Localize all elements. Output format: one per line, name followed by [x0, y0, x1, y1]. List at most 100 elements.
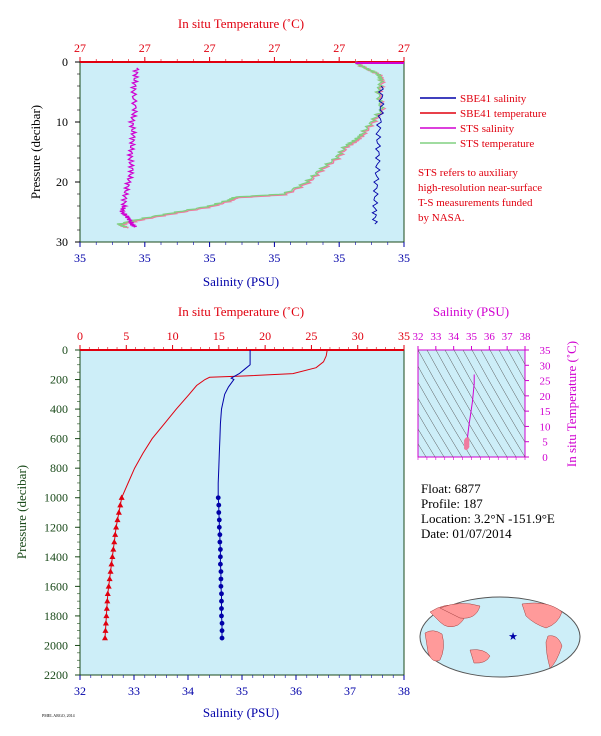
legend-sts-temperature: STS temperature [460, 138, 534, 150]
main-temp-tick-label: 25 [305, 329, 317, 343]
main-salinity-marker [217, 539, 223, 545]
main-salinity-marker [218, 583, 224, 589]
ts-sal-axis-title: Salinity (PSU) [433, 304, 509, 319]
main-temperature-marker [118, 494, 125, 500]
main-salinity-marker [219, 628, 225, 634]
main-temp-tick-label: 15 [213, 329, 225, 343]
top-sal-tick-label: 35 [139, 251, 151, 265]
main-temperature-marker [115, 509, 122, 515]
top-temp-tick-label: 27 [74, 41, 86, 55]
main-temperature-marker [102, 620, 109, 626]
main-temperature-marker [103, 612, 110, 619]
main-panel: In situ Temperature (˚C) 0 5 10 15 20 25 30 35 … [14, 304, 410, 720]
main-salinity-marker [218, 569, 224, 574]
main-sal-tick-label: 33 [128, 684, 140, 698]
sts-note-line-2: high-resolution near-surface [418, 182, 542, 194]
top-sal-axis-title: Salinity (PSU) [203, 274, 279, 289]
main-salinity-line [217, 350, 251, 639]
main-salinity-marker [216, 524, 222, 530]
map-land-australia [469, 649, 491, 664]
main-pressure-tick-label: 2000 [44, 638, 68, 652]
top-pressure-tick-label: 30 [56, 235, 68, 249]
main-pressure-axis-title: Pressure (decibar) [14, 465, 29, 559]
main-temperature-marker [108, 561, 115, 567]
main-pressure-tick-label: 2200 [44, 668, 68, 682]
top-pressure-axis-title: Pressure (decibar) [28, 105, 43, 199]
main-temp-tick-label: 0 [77, 329, 83, 343]
main-salinity-marker [216, 510, 222, 515]
top-temp-tick-label: 27 [268, 41, 280, 55]
main-temperature-marker [117, 501, 124, 508]
ts-density-contour [462, 350, 525, 457]
ts-sal-tick-labels: 32 33 34 35 36 37 38 [413, 331, 532, 460]
footer-note: PMEL ARGO, 2014 [42, 713, 75, 719]
sts-note-line-1: STS refers to auxiliary [418, 167, 518, 179]
ts-sal-tick-label: 32 [413, 331, 424, 343]
ts-density-contour [453, 350, 517, 457]
main-temperature-marker [113, 524, 120, 530]
float-profile: Profile: 187 [421, 496, 483, 511]
main-pressure-tick-label: 600 [50, 432, 68, 446]
top-pressure-tick-label: 10 [56, 115, 68, 129]
ts-sal-tick-label: 35 [466, 331, 478, 343]
ts-temp-tick-label: 15 [540, 406, 552, 418]
ts-sal-tick-label: 34 [448, 331, 460, 343]
main-salinity-marker [218, 547, 223, 552]
ts-inset: Salinity (PSU) 32 33 34 35 36 37 38 0 5 10 15 20 25… [413, 304, 580, 467]
top-sts-temperature-line [116, 61, 385, 228]
ts-temp-tick-label: 25 [540, 376, 552, 388]
ts-density-contour [507, 350, 525, 382]
ts-sal-tick-label: 36 [484, 331, 496, 343]
main-temperature-marker [114, 516, 121, 523]
top-sts-salinity-line [119, 67, 140, 228]
top-sal-tick-label: 35 [268, 251, 280, 265]
top-temp-axis-title: In situ Temperature (˚C) [178, 16, 304, 31]
ts-density-contours [418, 350, 525, 457]
main-sal-tick-label: 38 [398, 684, 410, 698]
main-sal-tick-label: 35 [236, 684, 248, 698]
ts-series-group [463, 374, 475, 451]
ts-density-contour [498, 350, 525, 397]
ts-density-contour [480, 350, 525, 428]
main-pressure-tick-label: 1600 [44, 579, 68, 593]
main-salinity-marker [216, 502, 222, 508]
main-salinity-marker [219, 613, 224, 619]
ts-sal-tick-label: 38 [520, 331, 532, 343]
top-pressure-tick-label: 0 [62, 55, 68, 69]
main-salinity-marker [219, 606, 224, 611]
main-temp-tick-label: 30 [352, 329, 364, 343]
main-salinity-marker [219, 598, 224, 604]
ts-density-contour [418, 428, 436, 457]
world-map: ★ [419, 596, 581, 678]
top-panel: In situ Temperature (˚C) 27 27 27 27 27 27 0 1… [28, 16, 547, 289]
float-location: Location: 3.2°N -151.9°E [421, 511, 555, 526]
ts-density-contour [418, 413, 445, 457]
main-salinity-marker [218, 561, 223, 567]
main-pressure-tick-label: 1200 [44, 520, 68, 534]
ts-density-contour [418, 365, 472, 457]
ts-density-contour [516, 350, 525, 366]
float-date: Date: 01/07/2014 [421, 526, 512, 541]
ts-temp-tick-label: 30 [540, 360, 552, 372]
top-pressure-tick-label: 20 [56, 175, 68, 189]
ts-temp-tick-label: 10 [540, 421, 552, 433]
main-salinity-marker [216, 517, 222, 523]
main-temp-tick-labels: 0 5 10 15 20 25 30 35 [77, 329, 410, 350]
ts-temp-tick-label: 20 [540, 391, 552, 403]
main-temperature-marker [105, 583, 112, 589]
main-pressure-tick-label: 200 [50, 373, 68, 387]
top-series-group [116, 61, 404, 229]
sts-note-line-3: T-S measurements funded [418, 197, 533, 209]
ts-temp-tick-label: 5 [542, 437, 548, 449]
map-land-asia [439, 603, 481, 619]
main-temperature-marker [111, 538, 118, 545]
ts-density-contour [444, 350, 508, 457]
top-sal-tick-labels: 35 35 35 35 35 35 [74, 242, 410, 265]
main-temperature-marker [102, 627, 109, 633]
ts-temp-tick-labels: 0 5 10 15 20 25 30 35 [525, 345, 551, 464]
main-series-group [101, 349, 328, 641]
float-id: Float: 6877 [421, 481, 481, 496]
main-temperature-marker [107, 568, 114, 574]
ts-density-contour [435, 350, 499, 457]
